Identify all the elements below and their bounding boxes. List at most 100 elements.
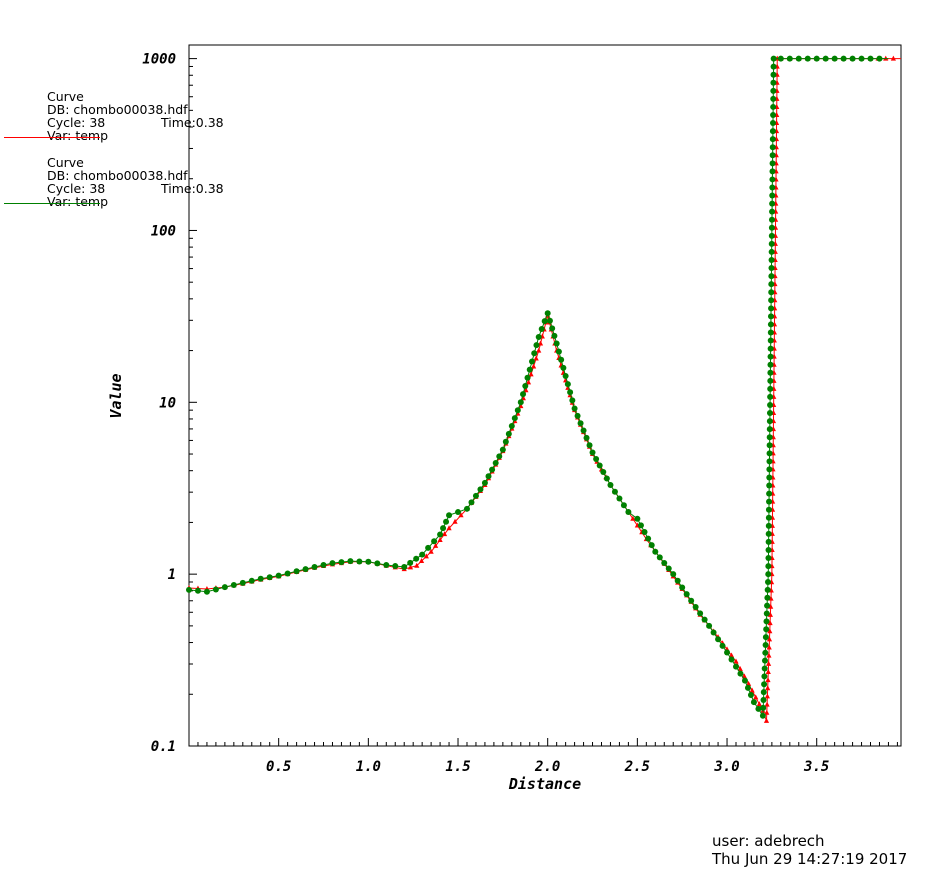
data-point xyxy=(733,658,739,664)
data-point xyxy=(431,538,438,545)
data-point xyxy=(446,525,452,531)
data-point xyxy=(765,685,771,691)
data-point xyxy=(533,342,540,349)
data-point xyxy=(766,458,773,465)
data-point xyxy=(432,542,439,548)
data-point xyxy=(593,456,600,463)
data-point xyxy=(407,559,414,566)
data-point xyxy=(502,438,509,445)
data-point xyxy=(765,555,772,562)
data-point xyxy=(443,518,450,525)
data-point xyxy=(770,95,777,102)
data-point xyxy=(383,562,390,569)
data-point xyxy=(533,355,539,361)
data-point xyxy=(766,418,773,425)
data-point xyxy=(767,369,774,376)
data-point xyxy=(239,579,246,586)
data-point xyxy=(749,687,755,693)
data-point xyxy=(767,313,774,320)
data-point xyxy=(688,597,695,604)
data-point xyxy=(656,554,663,561)
data-point xyxy=(577,420,584,427)
data-point xyxy=(795,55,802,62)
data-point xyxy=(768,224,775,231)
data-point xyxy=(607,482,614,489)
data-point xyxy=(715,636,722,643)
data-point xyxy=(760,697,767,704)
data-point xyxy=(765,571,772,578)
data-point xyxy=(637,522,644,529)
data-point xyxy=(728,656,735,663)
data-point xyxy=(745,680,752,686)
data-point xyxy=(697,610,704,617)
data-point xyxy=(760,689,767,696)
series-line-1 xyxy=(188,58,901,722)
data-point xyxy=(768,305,775,312)
data-point xyxy=(468,499,475,506)
data-point xyxy=(611,488,618,495)
data-point xyxy=(203,588,210,595)
data-point xyxy=(767,321,774,328)
data-point xyxy=(770,55,777,62)
data-point xyxy=(437,536,443,542)
data-point xyxy=(302,566,309,573)
data-point xyxy=(766,636,773,642)
data-point xyxy=(674,577,681,584)
data-point xyxy=(761,681,768,688)
data-point xyxy=(648,542,655,549)
data-point xyxy=(630,515,636,521)
data-point xyxy=(564,381,571,388)
legend-entry: Curve DB: chombo00038.hdf Cycle: 38 Time:… xyxy=(4,156,224,208)
data-point xyxy=(766,490,773,497)
data-point xyxy=(511,415,518,422)
legend-title: Curve xyxy=(47,89,84,104)
data-point xyxy=(481,479,488,486)
data-point xyxy=(413,555,420,562)
data-point xyxy=(767,385,774,392)
data-point xyxy=(755,705,762,712)
data-point xyxy=(770,71,777,78)
data-point xyxy=(770,63,777,70)
y-tick-label: 1000 xyxy=(142,52,176,68)
data-point xyxy=(665,565,672,572)
data-point xyxy=(765,546,772,553)
data-point xyxy=(765,514,772,521)
data-point xyxy=(753,694,759,700)
data-point xyxy=(766,426,773,433)
data-point xyxy=(769,192,776,199)
data-point xyxy=(762,634,769,641)
data-point xyxy=(768,216,775,223)
data-point xyxy=(489,466,496,473)
series-line-2 xyxy=(188,58,889,718)
data-point xyxy=(769,120,776,127)
data-point xyxy=(284,570,291,577)
data-point xyxy=(767,611,773,617)
data-point xyxy=(769,136,776,143)
legend-cycle: Cycle: 38 Time:0.38 xyxy=(47,181,224,196)
data-point xyxy=(768,248,775,255)
data-point xyxy=(446,512,453,519)
data-point xyxy=(551,332,558,339)
data-point xyxy=(777,55,784,62)
data-point xyxy=(765,677,771,683)
legend-entry: Curve DB: chombo00038.hdf Cycle: 38 Time:… xyxy=(4,89,224,142)
data-point xyxy=(522,382,529,389)
data-point xyxy=(683,591,690,598)
data-point xyxy=(257,575,264,582)
data-point xyxy=(293,568,300,575)
data-point xyxy=(517,399,524,406)
data-point xyxy=(804,55,811,62)
x-axis-label: Distance xyxy=(508,775,581,793)
data-point xyxy=(248,577,255,584)
data-point xyxy=(589,449,596,456)
data-point xyxy=(763,717,770,723)
legend-cycle: Cycle: 38 Time:0.38 xyxy=(47,115,224,130)
data-point xyxy=(710,629,717,636)
data-point xyxy=(767,345,774,352)
data-point xyxy=(463,505,470,512)
x-tick-label: 1.0 xyxy=(356,759,381,775)
data-point xyxy=(645,535,652,542)
data-point xyxy=(763,626,770,633)
data-point xyxy=(890,55,896,61)
data-point xyxy=(520,391,527,398)
